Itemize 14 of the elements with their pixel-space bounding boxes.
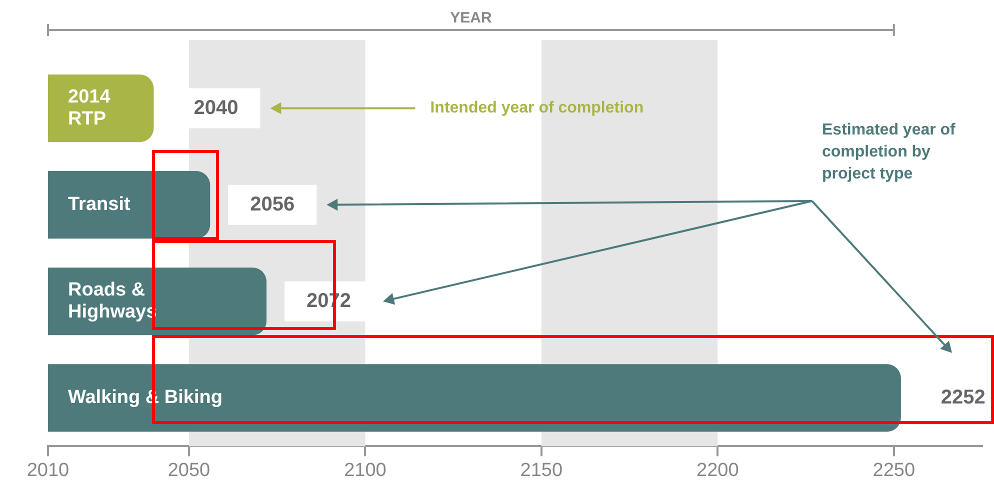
x-axis-title: YEAR: [450, 10, 492, 27]
x-tick-label: 2100: [344, 460, 386, 481]
x-tick-label: 2250: [872, 460, 916, 481]
annotation: Intended year of completion: [430, 100, 644, 117]
data-label: 2252: [940, 386, 986, 408]
x-tick-label: 2050: [168, 460, 210, 481]
y-tick-label: 2014 RTP: [68, 86, 111, 130]
y-tick-label: Transit: [68, 194, 131, 216]
x-tick-label: 2200: [696, 460, 739, 481]
data-label: 2056: [250, 193, 295, 216]
annotation: Estimated year of completion by project type: [822, 121, 956, 182]
x-tick-label: 2150: [520, 460, 563, 481]
data-label: 2040: [194, 96, 238, 119]
x-tick-label: 2010: [26, 460, 70, 481]
